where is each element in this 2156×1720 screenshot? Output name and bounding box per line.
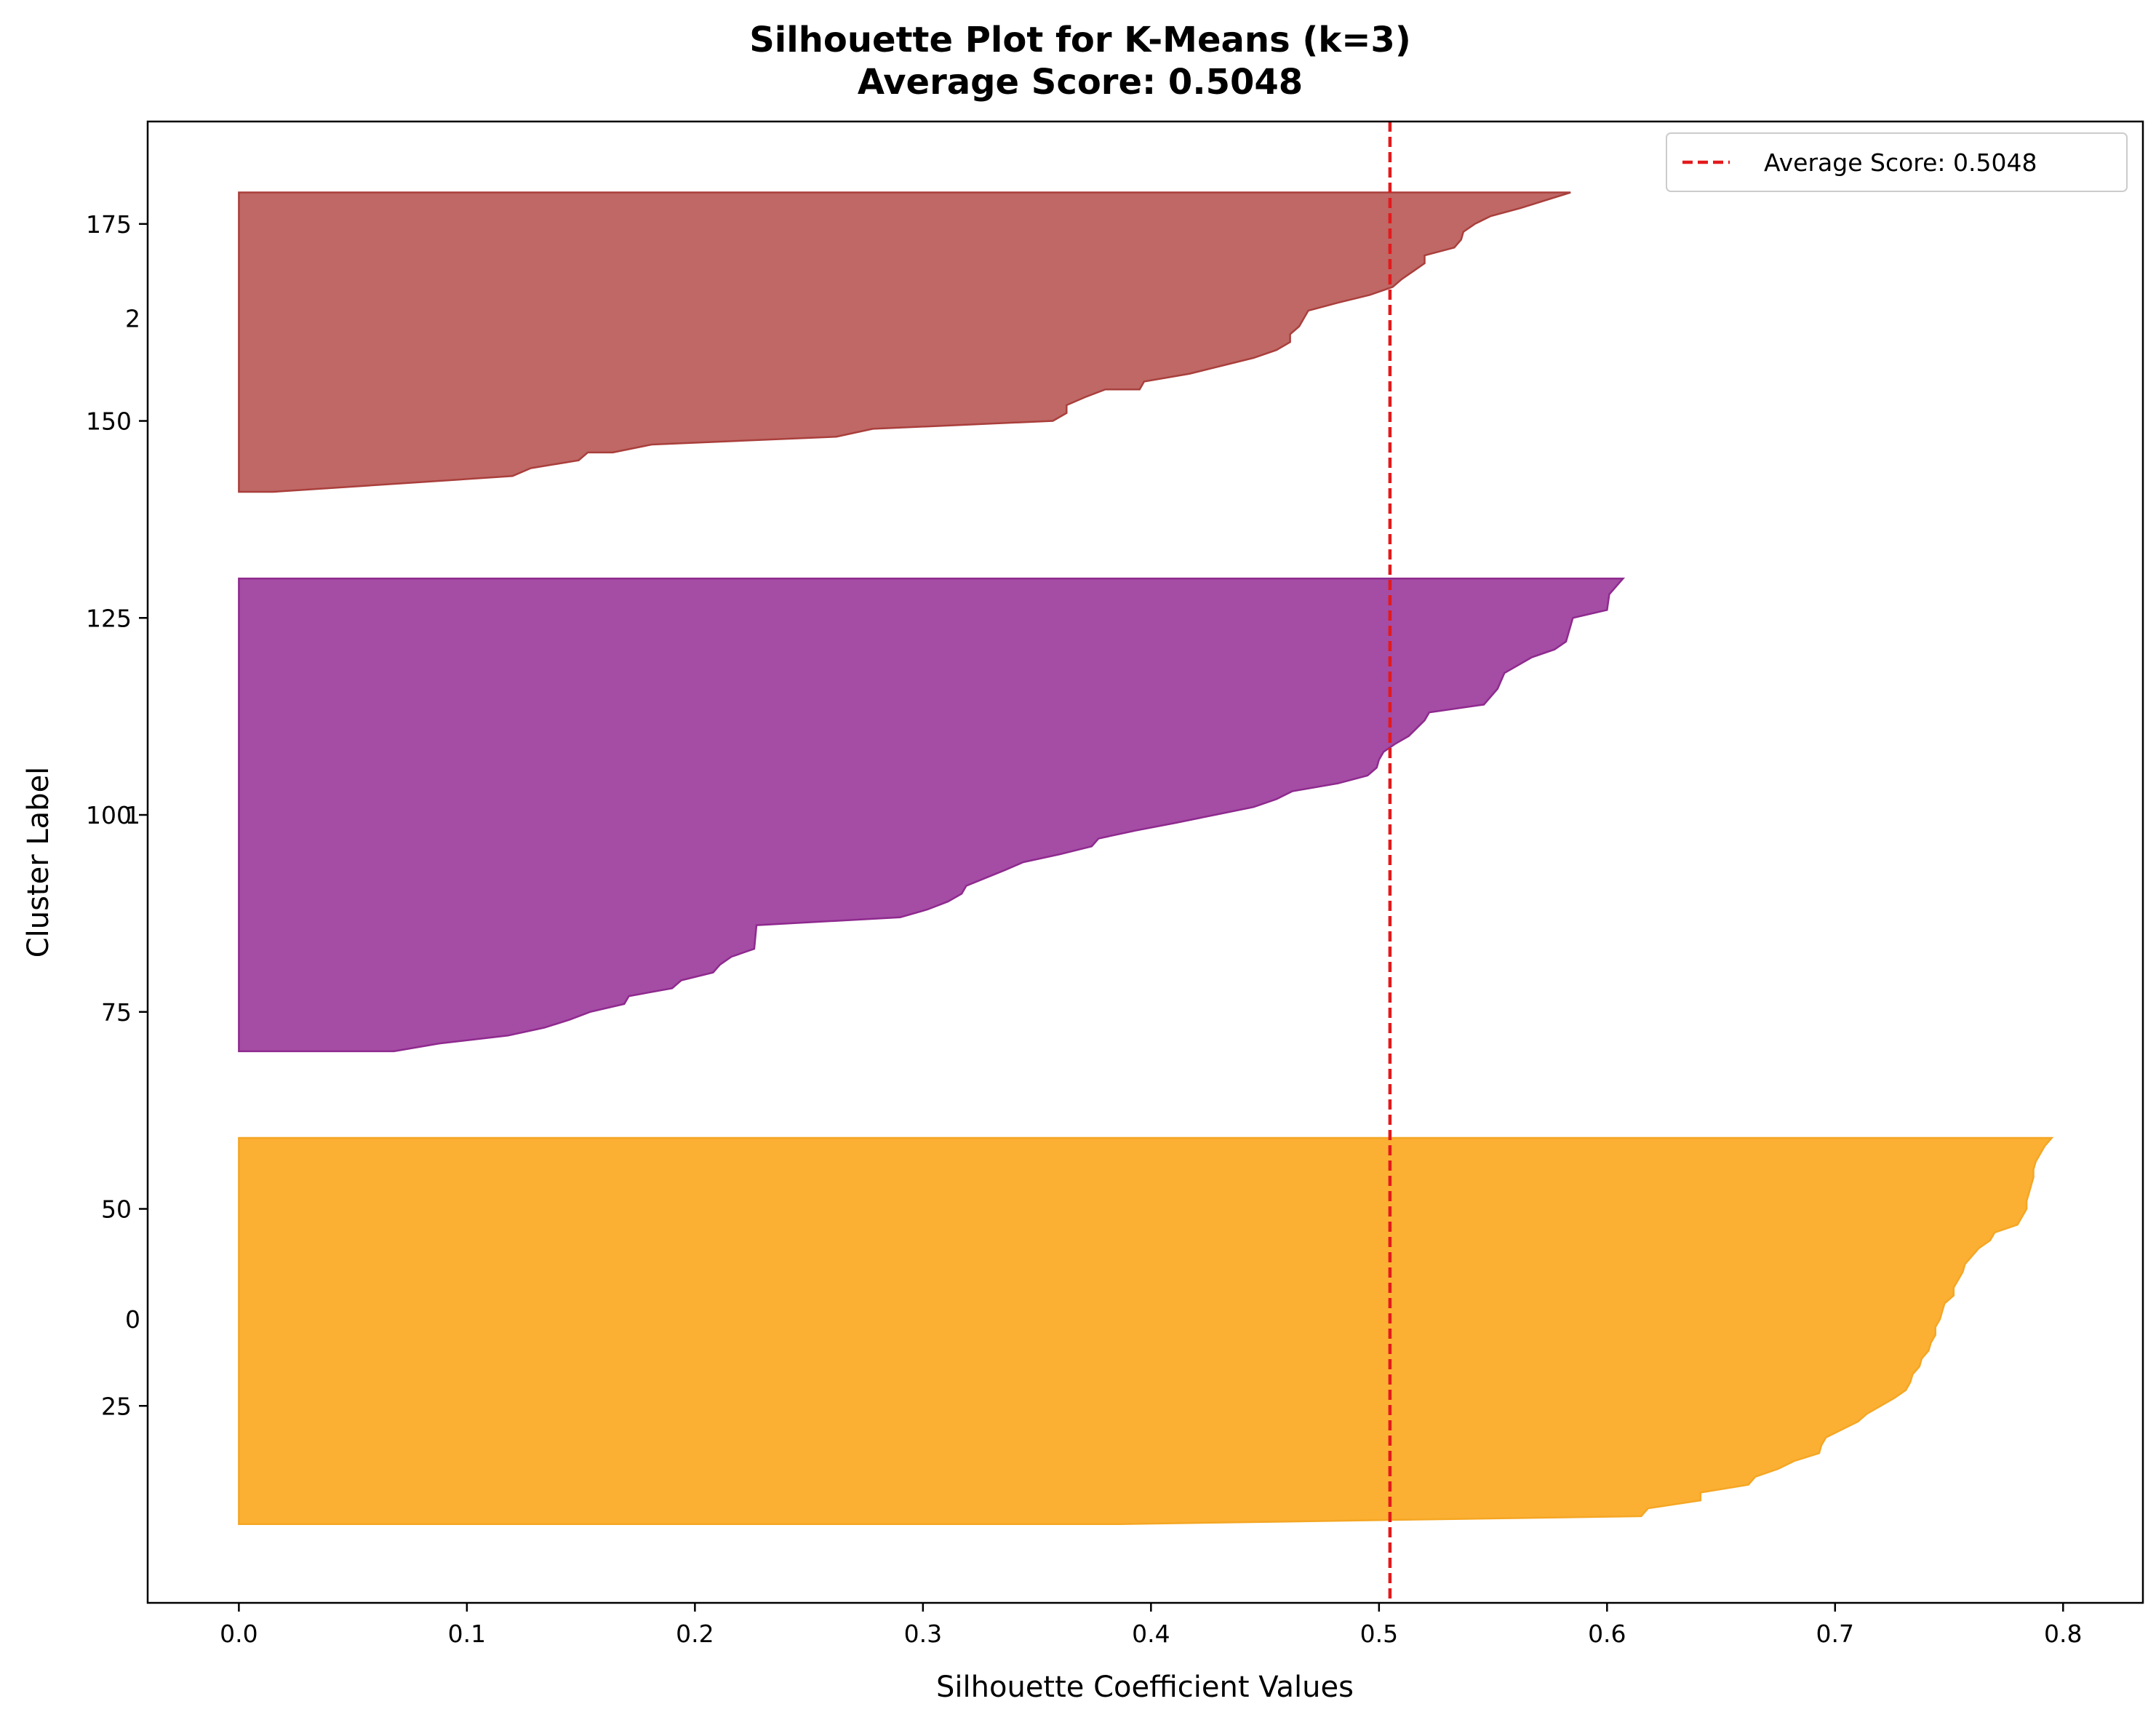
cluster-2-silhouette: [238, 191, 1571, 493]
cluster-areas: [238, 191, 2054, 1525]
x-tick-label: 0.5: [1360, 1620, 1398, 1648]
x-axis-label: Silhouette Coefficient Values: [936, 1671, 1354, 1704]
cluster-labels: 0 1 2: [125, 305, 140, 1334]
x-tick-label: 0.6: [1588, 1620, 1626, 1648]
cluster-0-label: 0: [125, 1305, 140, 1334]
y-tick-label: 125: [86, 604, 132, 632]
x-tick-label: 0.1: [448, 1620, 486, 1648]
cluster-1-silhouette: [238, 577, 1626, 1053]
y-tick-label: 175: [86, 210, 132, 239]
x-tick-label: 0.2: [676, 1620, 714, 1648]
cluster-1-label: 1: [125, 801, 140, 829]
y-axis-label: Cluster Label: [22, 767, 55, 958]
y-tick-label: 50: [101, 1195, 132, 1224]
cluster-2-label: 2: [125, 305, 140, 333]
y-axis-ticks: 25 50 75 100 125 150 175: [86, 210, 148, 1420]
y-tick-label: 75: [101, 998, 132, 1027]
x-axis-ticks: 0.0 0.1 0.2 0.3 0.4 0.5 0.6 0.7 0.8: [220, 1603, 2083, 1648]
y-tick-label: 150: [86, 407, 132, 436]
legend: Average Score: 0.5048: [1666, 132, 2128, 192]
x-tick-label: 0.3: [904, 1620, 942, 1648]
y-tick-label: 25: [101, 1392, 132, 1420]
legend-label: Average Score: 0.5048: [1764, 148, 2037, 177]
y-tick-label: 100: [86, 801, 132, 829]
chart-subtitle: Average Score: 0.5048: [858, 62, 1303, 103]
cluster-0-silhouette: [238, 1136, 2054, 1525]
chart-title: Silhouette Plot for K-Means (k=3): [749, 20, 1411, 60]
x-tick-label: 0.4: [1132, 1620, 1170, 1648]
x-tick-label: 0.0: [220, 1620, 257, 1648]
x-tick-label: 0.7: [1816, 1620, 1854, 1648]
plot-frame: [146, 120, 2144, 1604]
x-tick-label: 0.8: [2044, 1620, 2082, 1648]
legend-box: [1666, 132, 2128, 192]
